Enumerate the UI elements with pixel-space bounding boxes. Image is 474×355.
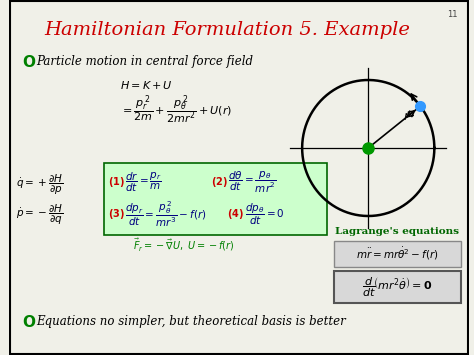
Text: $\mathbf{(1)}$: $\mathbf{(1)}$ <box>108 175 125 189</box>
Text: $\dot{p} = -\dfrac{\partial H}{\partial q}$: $\dot{p} = -\dfrac{\partial H}{\partial … <box>16 203 64 227</box>
Text: $m\ddot{r} = mr\dot{\theta}^2 - f(r)$: $m\ddot{r} = mr\dot{\theta}^2 - f(r)$ <box>356 246 439 262</box>
Text: $\dfrac{dp_r}{dt} = \dfrac{p_\theta^{\,2}}{mr^3} - f(r)$: $\dfrac{dp_r}{dt} = \dfrac{p_\theta^{\,2… <box>125 199 207 229</box>
Text: Particle motion in central force field: Particle motion in central force field <box>36 55 253 69</box>
Text: $\dfrac{d\theta}{dt} = \dfrac{p_\theta}{mr^2}$: $\dfrac{d\theta}{dt} = \dfrac{p_\theta}{… <box>228 169 277 195</box>
Text: $r$: $r$ <box>403 110 410 124</box>
Text: $\mathbf{(4)}$: $\mathbf{(4)}$ <box>228 207 244 221</box>
FancyBboxPatch shape <box>334 271 461 303</box>
Text: $H = K + U$: $H = K + U$ <box>120 79 173 91</box>
Text: $\dot{q} = +\dfrac{\partial H}{\partial p}$: $\dot{q} = +\dfrac{\partial H}{\partial … <box>16 173 64 197</box>
Text: Lagrange's equations: Lagrange's equations <box>336 228 459 236</box>
Text: Hamiltonian Formulation 5. Example: Hamiltonian Formulation 5. Example <box>45 21 410 39</box>
Text: $\mathbf{(2)}$: $\mathbf{(2)}$ <box>211 175 228 189</box>
Text: $= \dfrac{p_r^{\,2}}{2m} + \dfrac{p_\theta^{\,2}}{2mr^2} + U(r)$: $= \dfrac{p_r^{\,2}}{2m} + \dfrac{p_\the… <box>120 94 232 126</box>
Text: $\vec{F}_r = -\vec{\nabla}U,\; U = -f(r)$: $\vec{F}_r = -\vec{\nabla}U,\; U = -f(r)… <box>133 236 234 253</box>
Text: $\dfrac{dr}{dt} = \dfrac{p_r}{m}$: $\dfrac{dr}{dt} = \dfrac{p_r}{m}$ <box>125 170 162 193</box>
Text: Equations no simpler, but theoretical basis is better: Equations no simpler, but theoretical ba… <box>36 316 346 328</box>
FancyBboxPatch shape <box>104 163 328 235</box>
Text: $\mathbf{O}$: $\mathbf{O}$ <box>22 314 36 330</box>
FancyBboxPatch shape <box>9 1 468 354</box>
Text: $\dfrac{dp_\theta}{dt} = 0$: $\dfrac{dp_\theta}{dt} = 0$ <box>245 201 284 226</box>
Text: $\dfrac{d}{dt}\!\left(mr^2\dot{\theta}\right) = \mathbf{0}$: $\dfrac{d}{dt}\!\left(mr^2\dot{\theta}\r… <box>362 275 433 299</box>
Text: $\mathbf{O}$: $\mathbf{O}$ <box>22 54 36 70</box>
Text: 11: 11 <box>447 10 458 19</box>
FancyBboxPatch shape <box>334 241 461 267</box>
Text: $\mathbf{(3)}$: $\mathbf{(3)}$ <box>108 207 125 221</box>
